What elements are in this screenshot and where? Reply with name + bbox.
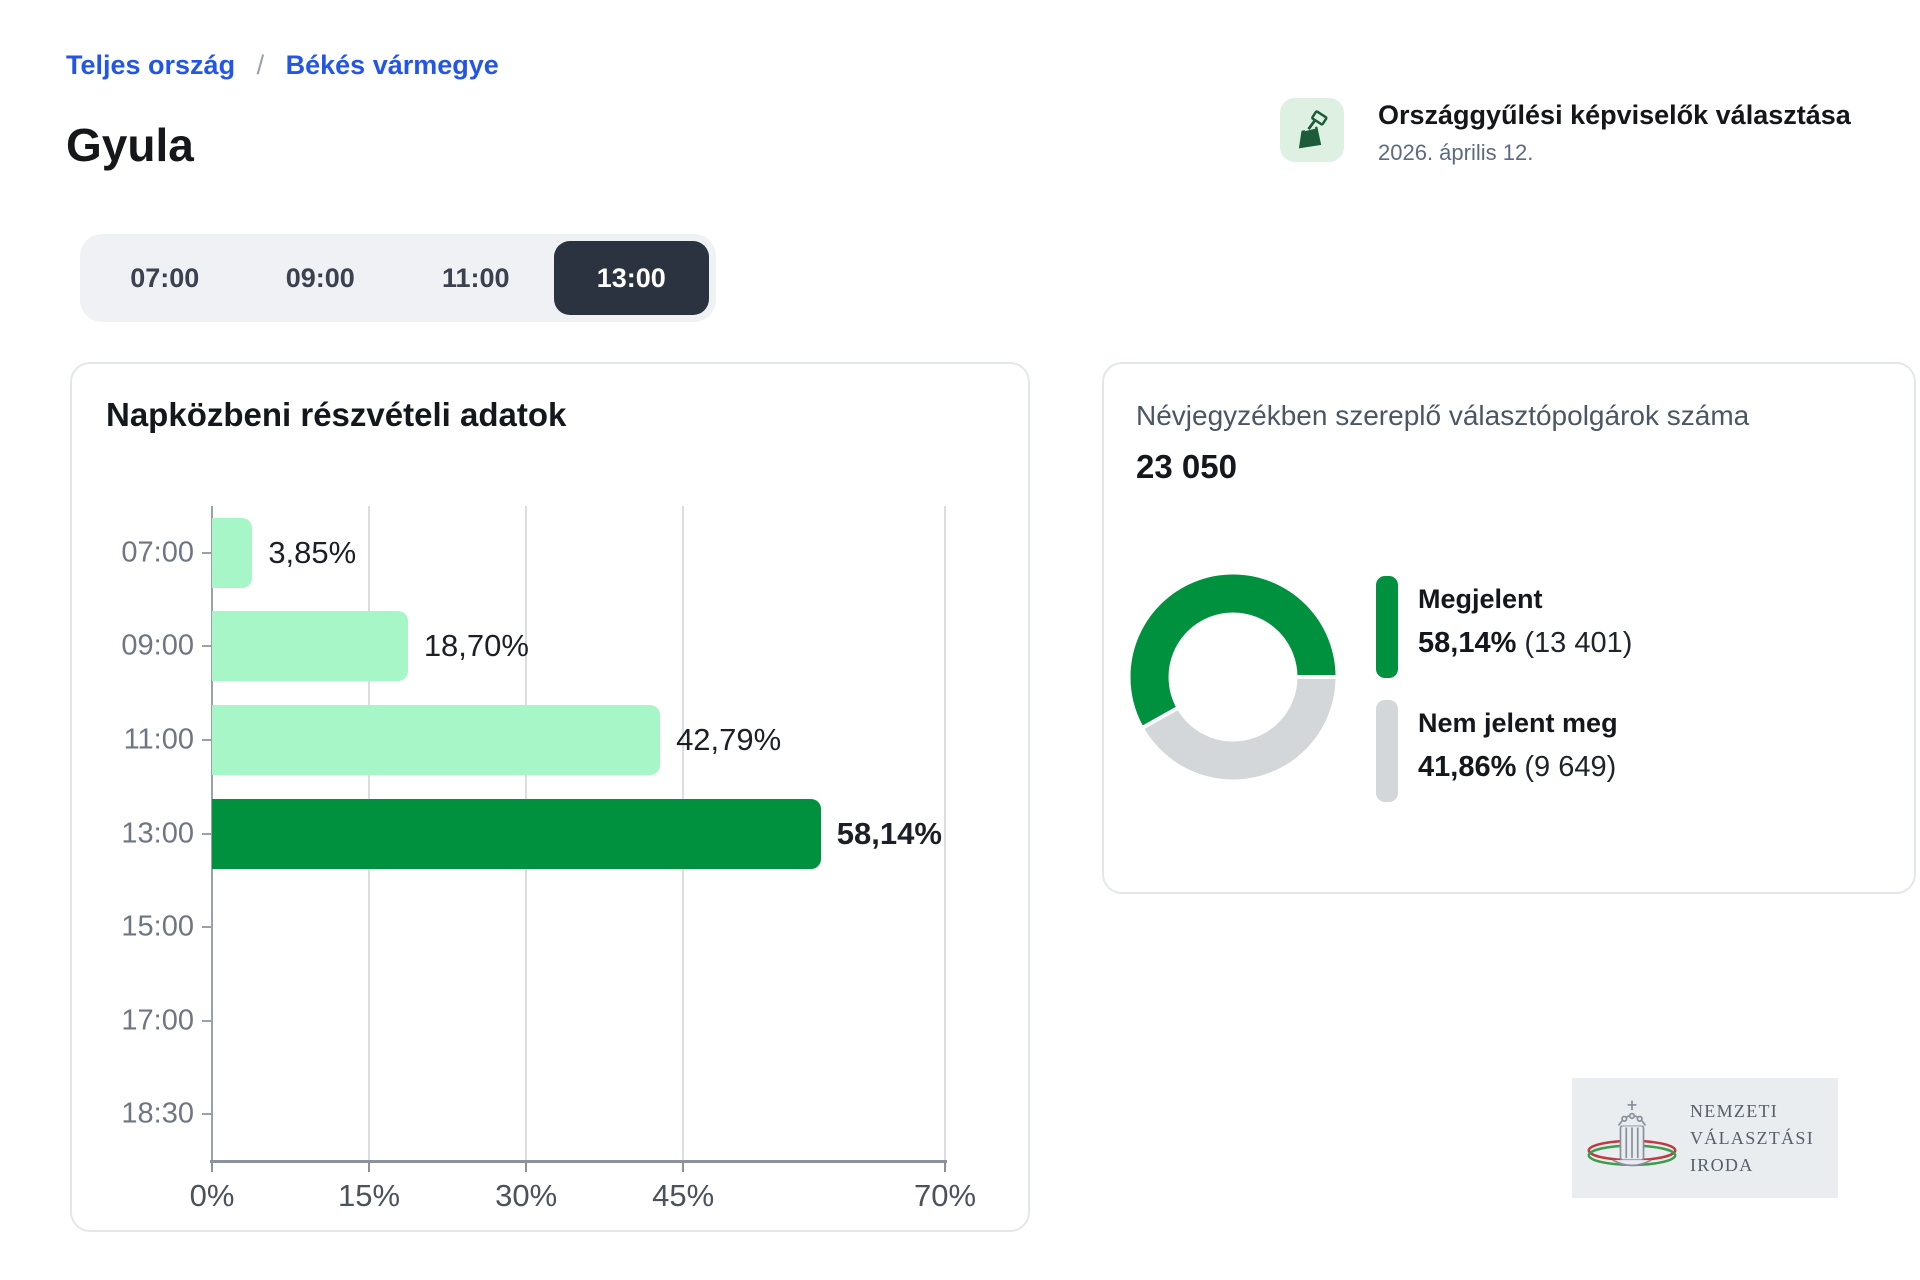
ballot-box-icon <box>1280 98 1344 162</box>
parliament-crown-emblem-icon <box>1587 1100 1677 1167</box>
x-axis-tick <box>944 1161 946 1172</box>
voters-card: Névjegyzékben szereplő választópolgárok … <box>1102 362 1916 894</box>
page-title: Gyula <box>66 119 194 171</box>
x-axis-label: 0% <box>189 1178 235 1213</box>
y-axis-tick <box>202 926 212 929</box>
voters-total: 23 050 <box>1136 448 1237 485</box>
y-axis-label: 18:30 <box>121 1097 194 1130</box>
tab-1300[interactable]: 13:00 <box>553 241 709 315</box>
x-axis-tick <box>682 1161 685 1172</box>
legend-percent: 41,86% <box>1418 751 1517 783</box>
x-axis-label: 30% <box>495 1178 558 1213</box>
breadcrumb-link-county[interactable]: Békés vármegye <box>285 50 499 80</box>
x-axis-tick <box>525 1161 528 1172</box>
x-axis-tick <box>368 1161 371 1172</box>
breadcrumb: Teljes ország / Békés vármegye <box>66 50 499 81</box>
y-axis-label: 09:00 <box>121 629 194 662</box>
tab-0900[interactable]: 09:00 <box>285 262 355 293</box>
breadcrumb-separator: / <box>256 50 265 80</box>
y-axis-label: 15:00 <box>121 910 194 943</box>
turnout-bar-1100 <box>212 704 661 775</box>
donut-legend: Megjelent 58,14% (13 401) Nem jelent meg 41,… <box>1376 576 1632 824</box>
legend-value: 41,86% (9 649) <box>1418 751 1618 784</box>
x-axis-tick <box>211 1161 213 1172</box>
legend-label: Nem jelent meg <box>1418 708 1618 738</box>
nvi-logo-text: NEMZETI VÁLASZTÁSI IRODA <box>1690 1100 1814 1175</box>
y-axis-label: 13:00 <box>121 817 194 849</box>
legend-value: 58,14% (13 401) <box>1418 627 1632 660</box>
y-axis-tick <box>202 832 212 835</box>
bar-value-label: 58,14% <box>836 815 942 851</box>
turnout-bar-0900 <box>212 611 408 682</box>
y-axis-label: 17:00 <box>121 1004 194 1037</box>
nvi-logo: NEMZETI VÁLASZTÁSI IRODA <box>1572 1078 1838 1198</box>
legend-count: (9 649) <box>1524 751 1617 783</box>
election-header: Országgyűlési képviselők választása 2026… <box>1280 98 1851 166</box>
x-axis-label: 45% <box>652 1178 715 1213</box>
legend-percent: 58,14% <box>1418 627 1517 659</box>
x-axis-line <box>210 1160 947 1163</box>
legend-label: Megjelent <box>1418 584 1543 614</box>
legend-item-megjelent: Megjelent 58,14% (13 401) <box>1376 576 1632 678</box>
y-axis-tick <box>202 1113 212 1116</box>
voters-heading: Névjegyzékben szereplő választópolgárok … <box>1136 400 1750 431</box>
legend-text: Nem jelent meg 41,86% (9 649) <box>1418 700 1618 802</box>
turnout-bar-0700 <box>212 517 253 588</box>
turnout-chart-card: Napközbeni részvételi adatok 0% 15% 30% 45%… <box>70 362 1030 1232</box>
y-axis-tick <box>202 645 212 648</box>
tab-1100[interactable]: 11:00 <box>441 262 510 293</box>
breadcrumb-link-country[interactable]: Teljes ország <box>66 50 236 80</box>
legend-swatch <box>1376 576 1398 678</box>
bar-plot: 0% 15% 30% 45% 70% 07:00 3,85% 09:00 18,70% 11:00… <box>121 506 976 1213</box>
y-axis-label: 07:00 <box>121 536 194 569</box>
legend-text: Megjelent 58,14% (13 401) <box>1418 576 1632 678</box>
legend-count: (13 401) <box>1524 627 1633 659</box>
x-axis-label: 15% <box>338 1178 401 1213</box>
election-name: Országgyűlési képviselők választása <box>1378 100 1851 130</box>
gridline <box>944 506 946 1161</box>
bar-value-label: 18,70% <box>423 628 529 664</box>
tab-0700[interactable]: 07:00 <box>130 262 200 293</box>
turnout-bar-1300 <box>212 798 821 869</box>
y-axis-tick <box>202 738 212 741</box>
y-axis-label: 11:00 <box>123 723 194 756</box>
legend-swatch <box>1376 700 1398 802</box>
turnout-donut-chart <box>1130 574 1336 780</box>
bar-value-label: 42,79% <box>676 721 782 757</box>
y-axis-tick <box>202 551 212 554</box>
time-tab-bar: 07:00 09:00 11:00 13:00 <box>80 234 716 322</box>
x-axis-label: 70% <box>913 1178 977 1213</box>
election-date: 2026. április 12. <box>1378 140 1534 165</box>
bar-value-label: 3,85% <box>268 534 357 570</box>
legend-item-nem-jelent-meg: Nem jelent meg 41,86% (9 649) <box>1376 700 1632 802</box>
chart-title: Napközbeni részvételi adatok <box>106 396 567 433</box>
y-axis-tick <box>202 1019 212 1022</box>
